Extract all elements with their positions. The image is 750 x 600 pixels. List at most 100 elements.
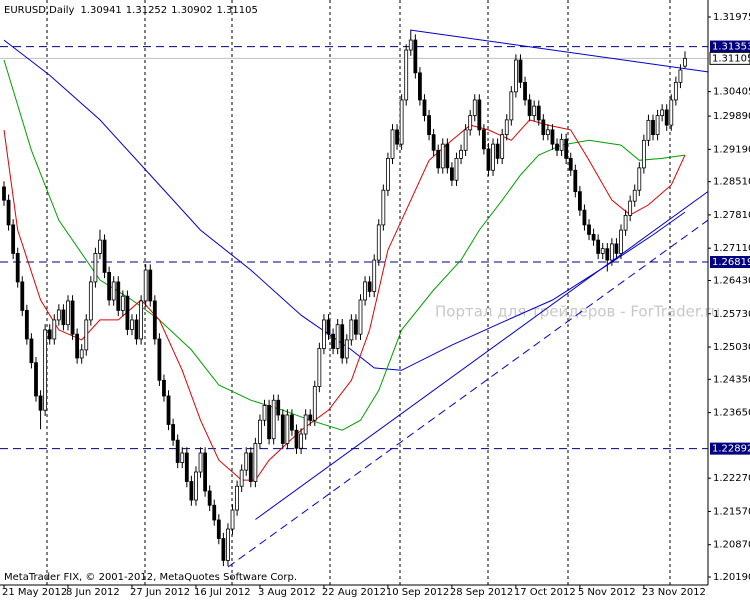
candle-body <box>381 189 386 226</box>
candle-body <box>399 99 404 145</box>
candle-body <box>678 69 683 83</box>
candle-body <box>418 72 422 101</box>
candle-body <box>646 119 651 141</box>
candle-body <box>504 119 509 136</box>
candle-body <box>294 429 299 449</box>
candle-body <box>536 105 541 121</box>
y-tick-label: 1.20190 <box>713 572 750 583</box>
candle-body <box>619 229 623 254</box>
candle-body <box>623 215 628 231</box>
candle-body <box>573 169 578 193</box>
x-tick-label: 10 Sep 2012 <box>386 587 449 598</box>
candle-body <box>431 134 436 151</box>
x-tick-label: 17 Oct 2012 <box>514 587 576 598</box>
candle-body <box>550 129 555 145</box>
candle-body <box>258 419 262 444</box>
x-tick-label: 16 Jul 2012 <box>194 587 251 598</box>
candle-body <box>66 300 70 326</box>
y-tick-label: 1.30405 <box>713 87 750 98</box>
candle-body <box>683 57 687 67</box>
candle-body <box>632 189 637 202</box>
moving-average <box>3 39 686 371</box>
candle-body <box>344 339 349 359</box>
plot <box>0 29 709 568</box>
candle-body <box>495 143 500 159</box>
candle-body <box>358 299 363 335</box>
candle-body <box>239 469 244 487</box>
candle-body <box>111 281 116 301</box>
candle-body <box>513 59 518 93</box>
candle-body <box>564 138 569 159</box>
x-tick-label: 3 Aug 2012 <box>258 587 316 598</box>
candle-body <box>422 99 427 117</box>
header-low: 1.30902 <box>171 5 212 16</box>
candle-body <box>559 138 564 151</box>
candle-body <box>427 115 431 136</box>
candle-body <box>651 119 655 136</box>
candle-body <box>486 148 491 171</box>
candle-body <box>440 143 445 169</box>
candle-body <box>88 281 93 321</box>
candle-body <box>445 143 450 169</box>
y-tick-label: 1.25030 <box>713 342 750 353</box>
candle-body <box>70 300 75 335</box>
candle-body <box>655 115 660 136</box>
y-tick-label: 1.28510 <box>713 177 750 188</box>
candle-body <box>523 81 527 101</box>
candle-body <box>367 281 372 292</box>
candle-body <box>285 414 290 444</box>
candle-body <box>166 395 171 425</box>
candle-body <box>600 248 605 254</box>
candle-body <box>280 414 285 444</box>
bid-label: 1.31105 <box>712 53 750 64</box>
x-tick-label: 22 Aug 2012 <box>322 587 386 598</box>
candle-body <box>390 129 395 159</box>
bid-box <box>709 51 750 65</box>
candle-body <box>308 414 313 421</box>
y-tick-label: 1.20870 <box>713 540 750 551</box>
candle-body <box>102 239 107 273</box>
y-tick-label: 1.21570 <box>713 506 750 517</box>
candle-body <box>52 319 57 340</box>
candle-body <box>216 519 221 539</box>
candle-body <box>38 395 43 411</box>
candle-body <box>664 109 669 126</box>
candle-body <box>555 143 559 151</box>
candle-body <box>568 157 573 171</box>
candle-body <box>11 224 16 254</box>
level-box <box>710 40 750 53</box>
candle-body <box>61 309 66 326</box>
candle-body <box>162 379 166 397</box>
candle-body <box>317 348 322 387</box>
candle-body <box>34 362 38 397</box>
candle-body <box>582 209 587 226</box>
candle-body <box>198 452 203 473</box>
header: EURUSD,Daily 1.30941 1.31252 1.30902 1.31105 <box>4 5 258 16</box>
candle-body <box>509 91 514 121</box>
candle-body <box>481 129 486 150</box>
candle-body <box>130 319 134 330</box>
candle-body <box>24 310 29 340</box>
candle-body <box>20 281 25 311</box>
watermark: Портал для трейдеров - ForTrader.ru <box>435 303 720 321</box>
candle-body <box>468 115 473 131</box>
candle-body <box>271 399 276 440</box>
candle-body <box>532 105 537 117</box>
candle-body <box>43 329 48 411</box>
candle-body <box>303 414 308 435</box>
candle-body <box>587 224 591 235</box>
candle-body <box>472 99 477 117</box>
candle-body <box>340 324 345 359</box>
candle-body <box>386 157 390 191</box>
candle-body <box>463 129 468 151</box>
trendline <box>255 191 709 520</box>
candle-body <box>436 149 441 169</box>
y-tick-label: 1.22270 <box>713 473 750 484</box>
candle-body <box>203 452 208 492</box>
level-label: 1.31353 <box>712 42 750 53</box>
candle-body <box>577 191 582 211</box>
candle-body <box>326 319 331 335</box>
candle-body <box>125 295 130 330</box>
